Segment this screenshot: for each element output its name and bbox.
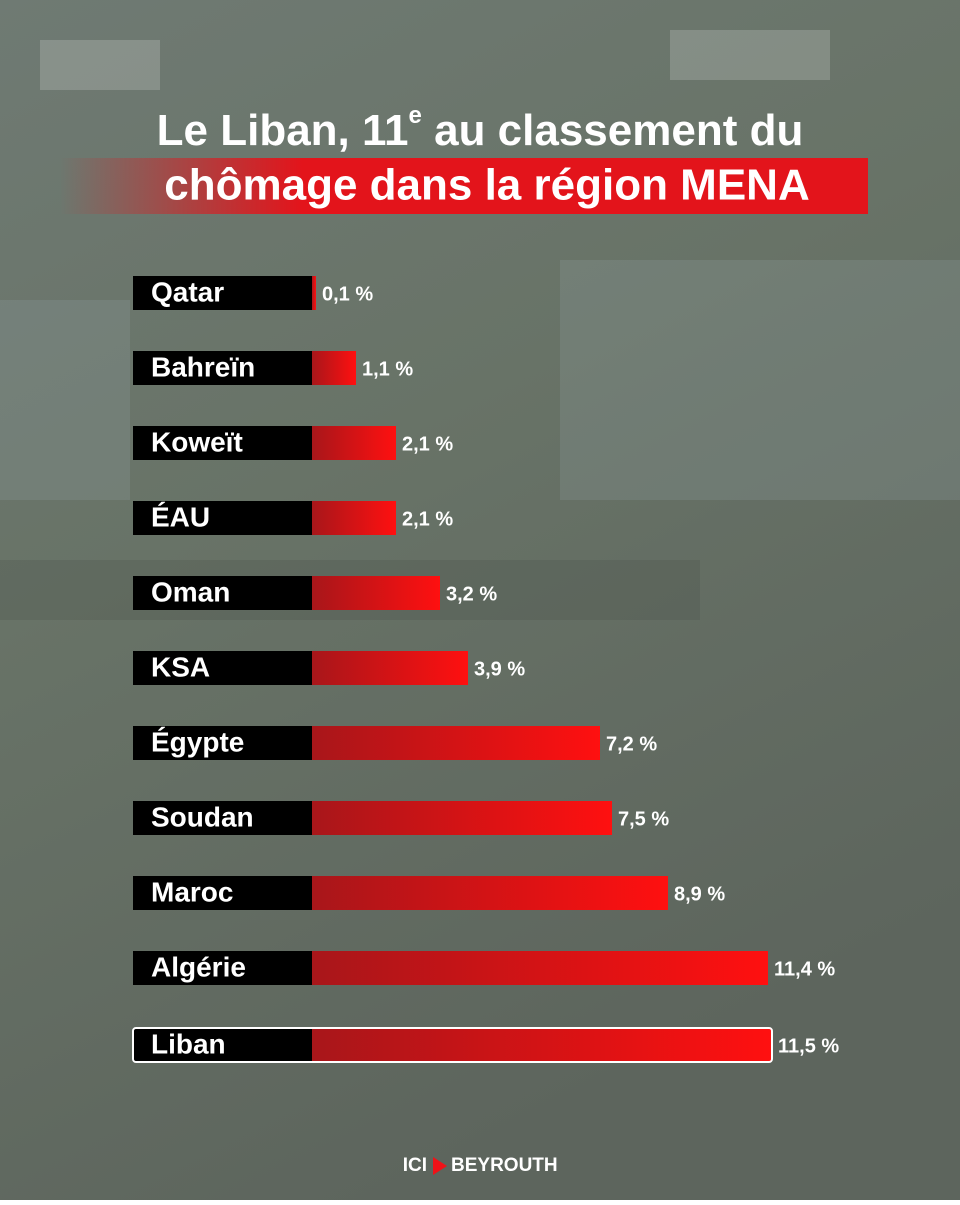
value-label: 11,5 %	[778, 1035, 839, 1057]
category-label: KSA	[151, 651, 210, 682]
highlight-outline	[132, 1027, 773, 1063]
bar	[312, 651, 468, 685]
logo-left: ICI	[403, 1155, 427, 1176]
logo-right: BEYROUTH	[451, 1155, 558, 1176]
chart-title: Le Liban, 11e au classement du	[157, 102, 804, 154]
category-label: Maroc	[151, 876, 233, 907]
label-box	[133, 576, 312, 610]
label-box	[133, 351, 312, 385]
label-box	[133, 651, 312, 685]
bar	[312, 951, 768, 985]
value-label: 1,1 %	[362, 358, 413, 380]
bar	[312, 276, 316, 310]
title-highlight	[60, 158, 868, 214]
category-label: ÉAU	[151, 501, 210, 532]
value-label: 0,1 %	[322, 283, 373, 305]
category-label: Soudan	[151, 801, 254, 832]
label-box	[133, 276, 312, 310]
category-label: Liban	[151, 1028, 226, 1059]
label-box	[133, 426, 312, 460]
value-label: 7,5 %	[618, 808, 669, 830]
bar	[312, 351, 356, 385]
bar	[312, 426, 396, 460]
value-label: 11,4 %	[774, 958, 835, 980]
label-box	[133, 501, 312, 535]
category-label: Qatar	[151, 276, 224, 307]
chart-title-line2: chômage dans la région MENA	[164, 161, 809, 210]
bar	[312, 1028, 772, 1062]
value-label: 3,2 %	[446, 583, 497, 605]
label-box	[133, 726, 312, 760]
value-label: 8,9 %	[674, 883, 725, 905]
bar	[312, 726, 600, 760]
value-label: 3,9 %	[474, 658, 525, 680]
category-label: Algérie	[151, 951, 246, 982]
logo-arrow	[433, 1157, 447, 1175]
value-label: 2,1 %	[402, 508, 453, 530]
bar	[312, 876, 668, 910]
category-label: Bahreïn	[151, 351, 255, 382]
bar	[312, 501, 396, 535]
label-box	[133, 801, 312, 835]
category-label: Égypte	[151, 726, 244, 757]
category-label: Oman	[151, 576, 230, 607]
label-box	[133, 876, 312, 910]
category-label: Koweït	[151, 426, 243, 457]
label-box	[133, 1028, 312, 1062]
bar	[312, 576, 440, 610]
value-label: 2,1 %	[402, 433, 453, 455]
bar	[312, 801, 612, 835]
label-box	[133, 951, 312, 985]
value-label: 7,2 %	[606, 733, 657, 755]
